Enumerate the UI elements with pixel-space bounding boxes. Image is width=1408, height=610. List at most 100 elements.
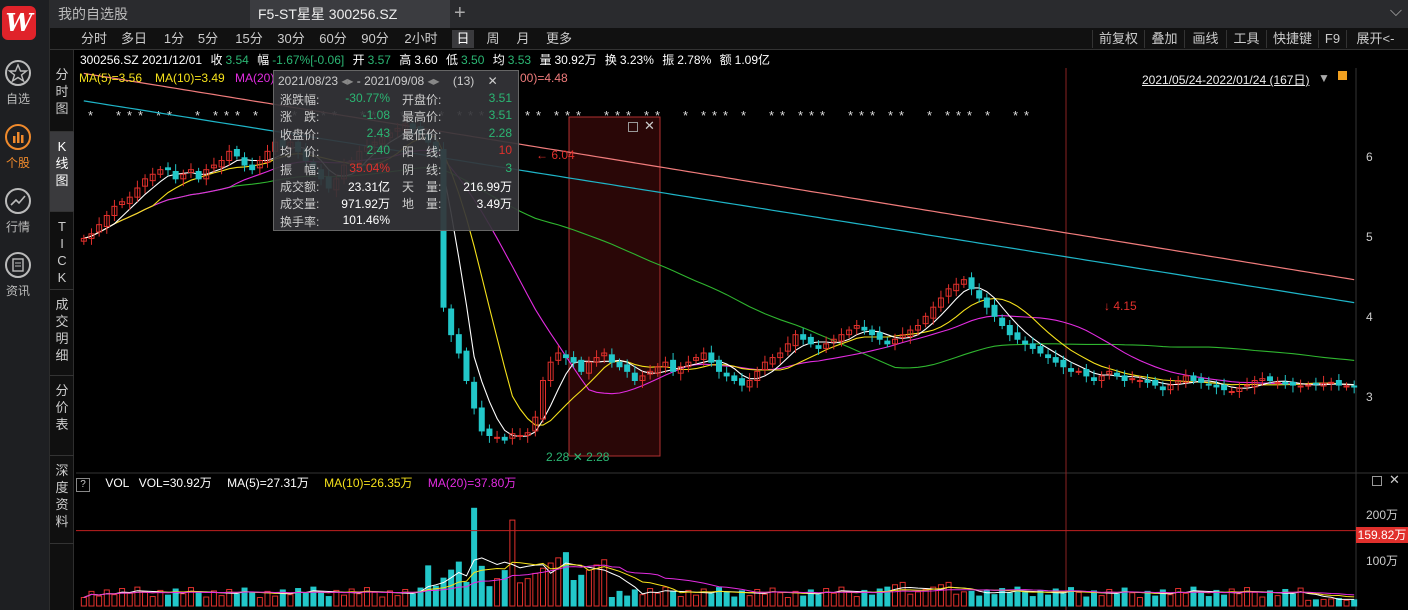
popup-count: (13) [452, 74, 475, 88]
popup-left-label: 涨 跌: [280, 110, 320, 125]
overlay-button[interactable]: 叠加 [1144, 30, 1184, 48]
candle-body [256, 160, 263, 169]
tools-button[interactable]: 工具 [1226, 30, 1266, 48]
volume-bar [815, 594, 822, 607]
range-dropdown-icon[interactable]: ▼ [1318, 71, 1330, 85]
period-60min[interactable]: 60分 [319, 31, 347, 46]
lock-icon[interactable] [1338, 71, 1347, 80]
volume-bar [226, 588, 233, 607]
star-marker: * [859, 108, 864, 123]
period-5min[interactable]: 5分 [197, 31, 219, 46]
candle-body [1113, 372, 1120, 377]
news-icon [5, 252, 31, 278]
volume-bar [869, 594, 876, 607]
volume-bar [953, 593, 960, 607]
period-2hour[interactable]: 2小时 [404, 31, 438, 46]
candle-body [807, 336, 814, 345]
volume-bar [1251, 591, 1258, 607]
period-day[interactable]: 日 [452, 30, 474, 48]
period-fenshi[interactable]: 分时 [80, 31, 107, 46]
candle-body [157, 169, 164, 175]
volume-bar [1022, 591, 1029, 607]
period-multiday[interactable]: 多日 [120, 31, 147, 46]
candle-body [1075, 370, 1082, 373]
star-icon [5, 60, 31, 86]
tab-stock[interactable]: F5-ST星星 300256.SZ [250, 0, 450, 28]
add-tab-button[interactable]: + [454, 2, 466, 24]
candle-body [1152, 380, 1159, 386]
expand-button[interactable]: 展开<- [1346, 30, 1404, 48]
period-week[interactable]: 周 [486, 31, 500, 46]
volume-bar [256, 597, 263, 607]
view-tab-fenshi[interactable]: 分时图 [50, 60, 74, 132]
vol-close-icon[interactable]: ✕ [1389, 472, 1400, 487]
candle-body [562, 354, 569, 359]
period-more[interactable]: 更多 [545, 31, 572, 46]
close-icon[interactable]: ✕ [644, 118, 655, 133]
tab-watchlist[interactable]: 我的自选股 [58, 6, 128, 22]
kline-chart[interactable]: * * * * * * * * * * * * * * * * * * * * * * * * * * * * * * * * * * * * * * * *… [76, 68, 1408, 610]
nav-watchlist[interactable]: 自选 [0, 60, 36, 107]
view-tab-deals[interactable]: 成交明细 [50, 290, 74, 376]
nav-news[interactable]: 资讯 [0, 252, 36, 299]
view-tab-tick[interactable]: TICK [50, 212, 74, 290]
period-month[interactable]: 月 [516, 31, 530, 46]
candle-body [838, 334, 845, 342]
candle-body [869, 329, 876, 336]
nav-stock[interactable]: 个股 [0, 124, 36, 171]
volume-bar [884, 586, 891, 607]
period-toolbar: 分时 多日 1分 5分 15分 30分 60分 90分 2小时 日 周 月 更多… [50, 28, 1408, 50]
candle-body [570, 357, 577, 363]
star-marker: * [870, 108, 875, 123]
quote-info-line: 300256.SZ 2021/12/01 收 3.54 幅 -1.67%[-0.06… [80, 51, 775, 67]
draw-button[interactable]: 画线 [1184, 30, 1226, 48]
candle-body [677, 366, 684, 374]
volume-bar [562, 552, 569, 607]
candle-body [624, 364, 631, 372]
period-30min[interactable]: 30分 [277, 31, 305, 46]
chevron-down-icon[interactable]: ⌵ [1389, 3, 1402, 20]
candle-body [792, 334, 799, 347]
date-range[interactable]: 2021/05/24-2022/01/24 (167日) [1142, 73, 1310, 87]
f9-button[interactable]: F9 [1318, 30, 1346, 48]
chart-canvas[interactable]: * * * * * * * * * * * * * * * * * * * * * * * * * * * * * * * * * * * * * * * *… [76, 68, 1408, 610]
amount-label: 额 [719, 53, 732, 67]
view-tab-tick-label: TICK [57, 219, 67, 285]
volume-bar [1213, 589, 1220, 607]
period-1min[interactable]: 1分 [163, 31, 185, 46]
period-15min[interactable]: 15分 [235, 31, 263, 46]
left-nav-bar: W 自选 个股 行情 资讯 [0, 0, 50, 610]
candle-body [448, 308, 455, 336]
stepper-icon-2[interactable]: ◂▸ [427, 74, 440, 88]
hotkey-button[interactable]: 快捷键 [1266, 30, 1318, 48]
maximize-icon[interactable] [628, 122, 638, 132]
volume-bar [1236, 593, 1243, 607]
view-tab-depth[interactable]: 深度资料 [50, 456, 74, 544]
period-90min[interactable]: 90分 [361, 31, 389, 46]
vol-maximize-icon[interactable] [1372, 476, 1382, 486]
volume-bar [463, 581, 470, 607]
popup-close-icon[interactable]: ✕ [487, 74, 498, 88]
volume-bar [693, 594, 700, 607]
candle-body [968, 277, 975, 290]
candle-body [823, 343, 830, 349]
volume-bar [555, 557, 562, 607]
volume-bar [1098, 595, 1105, 607]
adjust-button[interactable]: 前复权 [1092, 30, 1144, 48]
app-logo: W [2, 6, 36, 40]
stepper-icon[interactable]: ◂▸ [341, 74, 354, 88]
candle-body [708, 352, 715, 363]
volume-bar [1351, 599, 1358, 607]
volume-bar [578, 574, 585, 607]
nav-market[interactable]: 行情 [0, 188, 36, 235]
view-tab-price-table[interactable]: 分价表 [50, 376, 74, 456]
candle-body [1297, 385, 1304, 388]
view-tab-kline[interactable]: K线图 [50, 132, 74, 212]
change-label: 幅 [257, 53, 270, 67]
candle-body [1136, 380, 1143, 382]
popup-right-value: 3 [505, 160, 512, 175]
candle-body [1022, 340, 1029, 345]
star-marker: * [88, 108, 93, 123]
help-icon[interactable]: ? [76, 478, 90, 492]
